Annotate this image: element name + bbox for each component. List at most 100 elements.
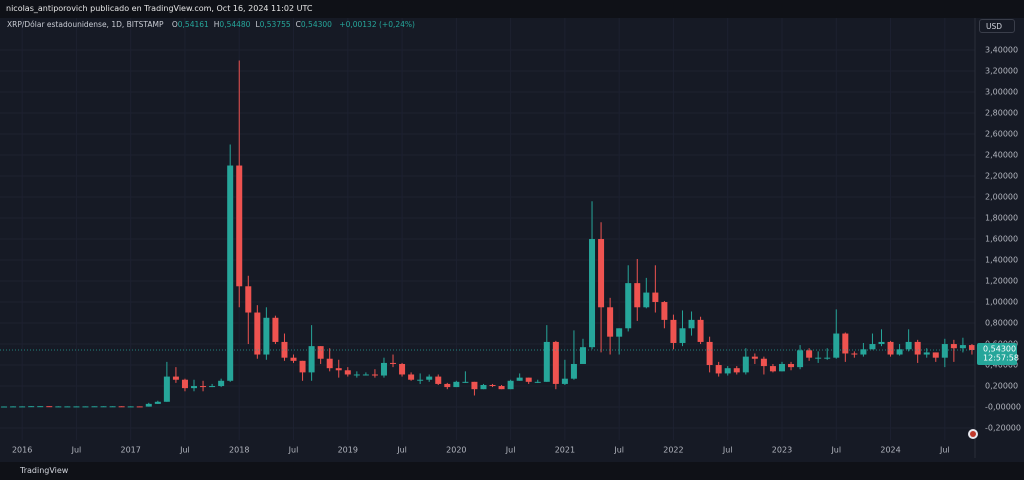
candle-body (127, 406, 134, 408)
candle-body (489, 384, 496, 387)
candle-body (824, 357, 831, 359)
candle-body (380, 362, 387, 376)
candle-body (263, 317, 270, 355)
candle-body (788, 363, 795, 368)
candle-body (308, 346, 315, 373)
candle-body (815, 357, 822, 359)
x-tick-label: 2021 (555, 446, 575, 455)
candle-body (543, 341, 550, 382)
x-tick-label: 2023 (772, 446, 792, 455)
x-tick-label: Jul (939, 446, 950, 455)
y-tick-label: 1,80000 (985, 214, 1018, 223)
candle-body (91, 406, 98, 408)
candle-body (64, 406, 71, 408)
candle-body (570, 363, 577, 379)
x-tick-label: Jul (396, 446, 407, 455)
candle-body (353, 374, 360, 376)
candle-body (417, 379, 424, 381)
candle-body (607, 307, 614, 337)
candle-body (561, 378, 568, 384)
candle-body (860, 349, 867, 355)
candle-body (905, 341, 912, 350)
candle-body (579, 347, 586, 364)
candle-body (751, 356, 758, 359)
candle-body (200, 386, 207, 388)
candle-body (1, 406, 8, 408)
candle-body (634, 283, 641, 308)
candle-body (652, 292, 659, 303)
y-tick-label: 0,40000 (985, 361, 1018, 370)
candle-body (724, 368, 731, 374)
publisher: nicolas_antiporovich publicado en Tradin… (6, 4, 313, 13)
x-tick-label: 2022 (663, 446, 683, 455)
candle-body (335, 368, 342, 371)
countdown: 12:57:58 (983, 354, 1019, 363)
candle-body (851, 353, 858, 355)
candle-body (109, 406, 116, 408)
candle-body (245, 286, 252, 313)
candle-body (480, 384, 487, 390)
y-tick-label: 0,80000 (985, 319, 1018, 328)
x-tick-label: 2019 (338, 446, 358, 455)
x-tick-label: 2024 (880, 446, 900, 455)
candle-body (833, 333, 840, 358)
x-tick-label: Jul (830, 446, 841, 455)
candle-body (444, 383, 451, 388)
candle-body (697, 319, 704, 342)
candle-body (742, 356, 749, 373)
candle-body (82, 406, 89, 408)
candle-body (498, 386, 505, 390)
axes: -0,20000-0,000000,200000,400000,600000,8… (12, 18, 1021, 458)
candle-body (453, 381, 460, 388)
grid (0, 18, 975, 440)
candle-body (145, 403, 152, 407)
candle-body (715, 365, 722, 374)
x-tick-label: Jul (722, 446, 733, 455)
candle-body (28, 406, 35, 408)
candle-body (941, 344, 948, 358)
ohlc-key: C (295, 20, 301, 29)
candle-body (55, 406, 62, 408)
candle-body (516, 377, 523, 381)
currency-button[interactable]: USD (979, 19, 1015, 33)
y-tick-label: 1,40000 (985, 256, 1018, 265)
candle-body (172, 376, 179, 380)
candle-body (842, 333, 849, 354)
candle-body (869, 344, 876, 350)
candle-body (118, 406, 125, 408)
ohlc-key: H (213, 20, 220, 29)
candle-body (390, 362, 397, 364)
y-tick-label: 2,40000 (985, 151, 1018, 160)
candle-body (959, 345, 966, 349)
candle-body (923, 352, 930, 355)
candle-body (299, 360, 306, 373)
candle-body (227, 165, 234, 381)
candle-body (534, 381, 541, 383)
candle-body (209, 386, 216, 388)
candle-body (778, 363, 785, 372)
candle-body (19, 406, 26, 408)
x-tick-label: 2017 (121, 446, 141, 455)
candle-body (317, 346, 324, 359)
candle-body (462, 381, 469, 383)
candle-body (670, 319, 677, 343)
candle-body (760, 358, 767, 367)
legend: XRP/Dólar estadounidense, 1D, BITSTAMP O… (7, 20, 420, 29)
candle-body (878, 341, 885, 345)
candle-body (525, 377, 532, 382)
candle-body (218, 380, 225, 387)
candle-body (426, 376, 433, 380)
candle-body (706, 341, 713, 366)
last-price-box (977, 343, 1017, 366)
candle-body (507, 380, 514, 390)
candle-body (679, 328, 686, 343)
ohlc-value: 0,54161 (177, 20, 209, 29)
symbol: XRP/Dólar estadounidense, 1D, BITSTAMP (7, 20, 164, 29)
candle-body (950, 344, 957, 349)
y-tick-label: 1,60000 (985, 235, 1018, 244)
candle-body (136, 406, 143, 408)
candle-body (154, 401, 161, 404)
candle-body (688, 319, 695, 329)
